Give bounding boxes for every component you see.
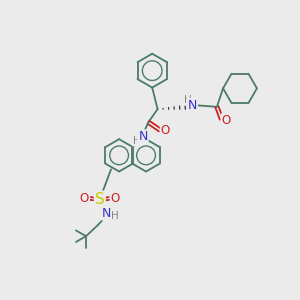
- Text: N: N: [138, 130, 148, 143]
- Text: H: H: [184, 95, 191, 105]
- Text: O: O: [80, 192, 89, 205]
- Text: O: O: [221, 114, 231, 127]
- Text: O: O: [111, 192, 120, 205]
- Text: H: H: [111, 211, 119, 221]
- Text: N: N: [102, 207, 112, 220]
- Text: O: O: [161, 124, 170, 137]
- Text: S: S: [95, 192, 105, 207]
- Text: H: H: [133, 136, 141, 146]
- Text: N: N: [188, 99, 197, 112]
